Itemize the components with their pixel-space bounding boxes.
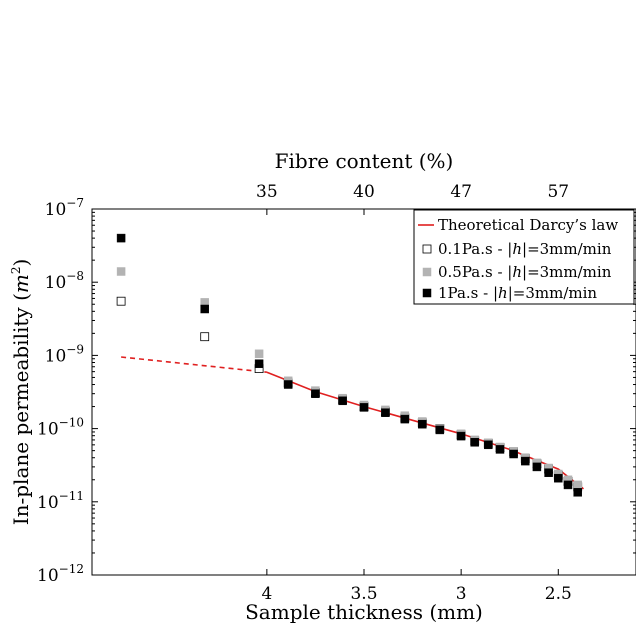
x-tick-label: 3.5	[350, 584, 377, 604]
theory-line-layer	[121, 356, 584, 490]
legend-swatch-s1	[422, 288, 432, 298]
legend-label-symbol: h	[512, 263, 522, 281]
y-tick-label-exp: −7	[66, 196, 84, 210]
point-s1	[116, 233, 126, 243]
point-s1	[456, 431, 466, 441]
point-s01	[116, 296, 126, 306]
y-tick-label-base: 10	[45, 273, 67, 293]
y-axis-title-unit: m	[9, 274, 33, 293]
x-tick-label: 2.5	[545, 584, 572, 604]
legend-swatch-s01	[422, 244, 432, 254]
y-tick-label: 10−7	[45, 196, 84, 220]
point-s1	[200, 304, 209, 314]
bottom-axis-ticks: 4 3.5 3 2.5	[261, 569, 572, 604]
point-s1	[418, 419, 427, 429]
legend-label: 1Pa.s - |h|=3mm/min	[438, 284, 597, 302]
point-s1	[573, 488, 582, 497]
y-tick-label-exp: −9	[66, 342, 84, 356]
x-tick-label: 3	[456, 584, 467, 604]
point-s05	[116, 267, 126, 276]
y-tick-label-base: 10	[37, 493, 59, 513]
top-axis-title: Fibre content (%)	[275, 149, 454, 173]
y-tick-label-base: 10	[37, 420, 59, 440]
y-tick-label: 10−9	[45, 342, 84, 366]
legend-label-suffix: |=3mm/min	[522, 263, 612, 281]
point-s05	[254, 349, 264, 359]
point-s1	[521, 456, 530, 466]
top-tick-label: 35	[256, 182, 278, 202]
y-tick-label-base: 10	[37, 566, 59, 586]
point-s1	[400, 414, 410, 424]
point-s1	[544, 468, 553, 477]
point-s1	[532, 462, 542, 472]
legend-label-symbol: h	[498, 284, 508, 302]
y-tick-label: 10−8	[45, 269, 84, 293]
y-axis-title: In-plane permeability (m2)	[9, 259, 33, 526]
top-tick-label: 47	[450, 182, 472, 202]
legend-label-suffix: |=3mm/min	[522, 240, 612, 258]
point-s1	[254, 359, 264, 368]
theory-line-dashed	[121, 356, 267, 373]
y-tick-label-exp: −12	[59, 562, 84, 576]
point-s1	[509, 449, 518, 459]
legend-label-prefix: 1Pa.s - |	[438, 284, 498, 302]
y-tick-label-base: 10	[45, 346, 67, 366]
legend-label: Theoretical Darcy’s law	[438, 216, 618, 234]
point-s01	[200, 332, 210, 342]
legend-label-prefix: 0.1Pa.s - |	[438, 240, 512, 258]
point-s1	[338, 396, 347, 406]
top-tick-label: 40	[353, 182, 375, 202]
legend-label-symbol: h	[512, 240, 522, 258]
legend-label: 0.1Pa.s - |h|=3mm/min	[438, 240, 612, 258]
y-tick-label-exp: −8	[66, 269, 84, 283]
y-tick-label-exp: −11	[59, 489, 84, 503]
point-s1	[311, 389, 320, 398]
y-tick-label: 10−10	[37, 416, 84, 440]
legend-label-suffix: |=3mm/min	[508, 284, 598, 302]
y-tick-label-exp: −10	[59, 416, 84, 430]
x-tick-label: 4	[261, 584, 272, 604]
bottom-axis-title: Sample thickness (mm)	[245, 600, 483, 624]
point-s1	[554, 473, 563, 483]
point-s1	[435, 425, 445, 435]
y-axis-title-part1: In-plane permeability (	[9, 293, 33, 525]
point-s1	[283, 380, 293, 389]
legend-label: 0.5Pa.s - |h|=3mm/min	[438, 263, 612, 281]
point-s1	[563, 480, 573, 490]
y-tick-label-base: 10	[45, 200, 67, 220]
point-s1	[470, 438, 479, 447]
top-axis-ticks: 35 40 47 57	[256, 182, 569, 215]
point-s1	[359, 403, 369, 412]
y-axis-title-part4: )	[9, 259, 33, 267]
point-s1	[381, 408, 390, 417]
data-points-layer	[116, 233, 583, 497]
y-tick-label: 10−12	[37, 562, 84, 586]
y-tick-label: 10−11	[37, 489, 84, 513]
legend-label-prefix: 0.5Pa.s - |	[438, 263, 512, 281]
point-s1	[484, 440, 493, 450]
top-tick-label: 57	[547, 182, 569, 202]
point-s1	[495, 445, 505, 454]
legend-box	[413, 209, 635, 305]
y-axis-title-unit-exp: 2	[9, 267, 23, 275]
legend-swatch-s05	[422, 267, 432, 277]
point-s05	[573, 480, 582, 490]
legend-label-prefix: Theoretical Darcy’s law	[438, 216, 618, 234]
